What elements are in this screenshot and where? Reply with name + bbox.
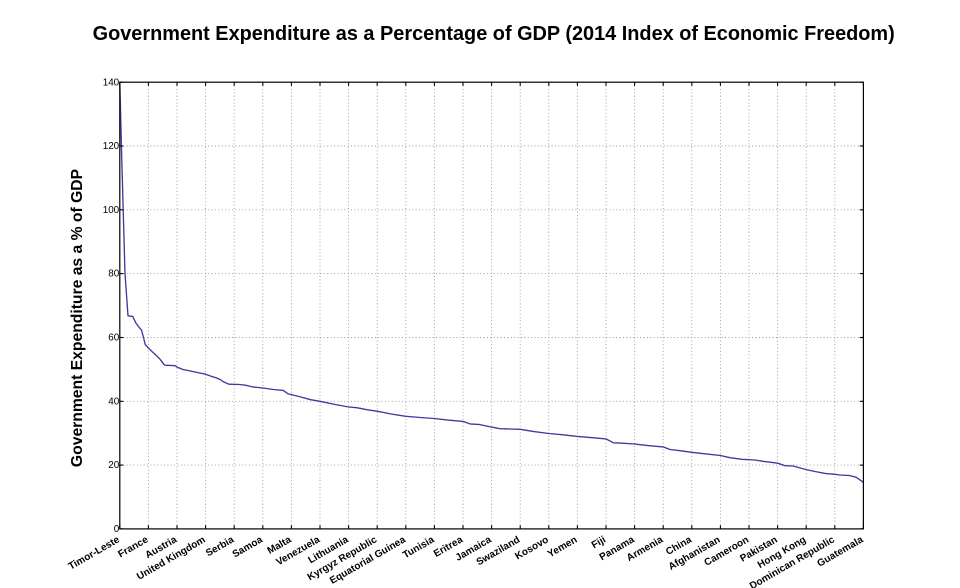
svg-text:20: 20 — [108, 460, 119, 471]
svg-text:100: 100 — [103, 205, 120, 216]
svg-text:120: 120 — [103, 141, 120, 152]
svg-text:Government Expenditure as a %: Government Expenditure as a % of GDP — [69, 169, 86, 467]
svg-text:140: 140 — [103, 77, 120, 88]
svg-text:40: 40 — [108, 396, 119, 407]
svg-text:80: 80 — [108, 269, 119, 280]
svg-text:60: 60 — [108, 333, 119, 344]
svg-text:Government Expenditure as a Pe: Government Expenditure as a Percentage o… — [93, 23, 895, 45]
svg-text:0: 0 — [114, 524, 120, 535]
